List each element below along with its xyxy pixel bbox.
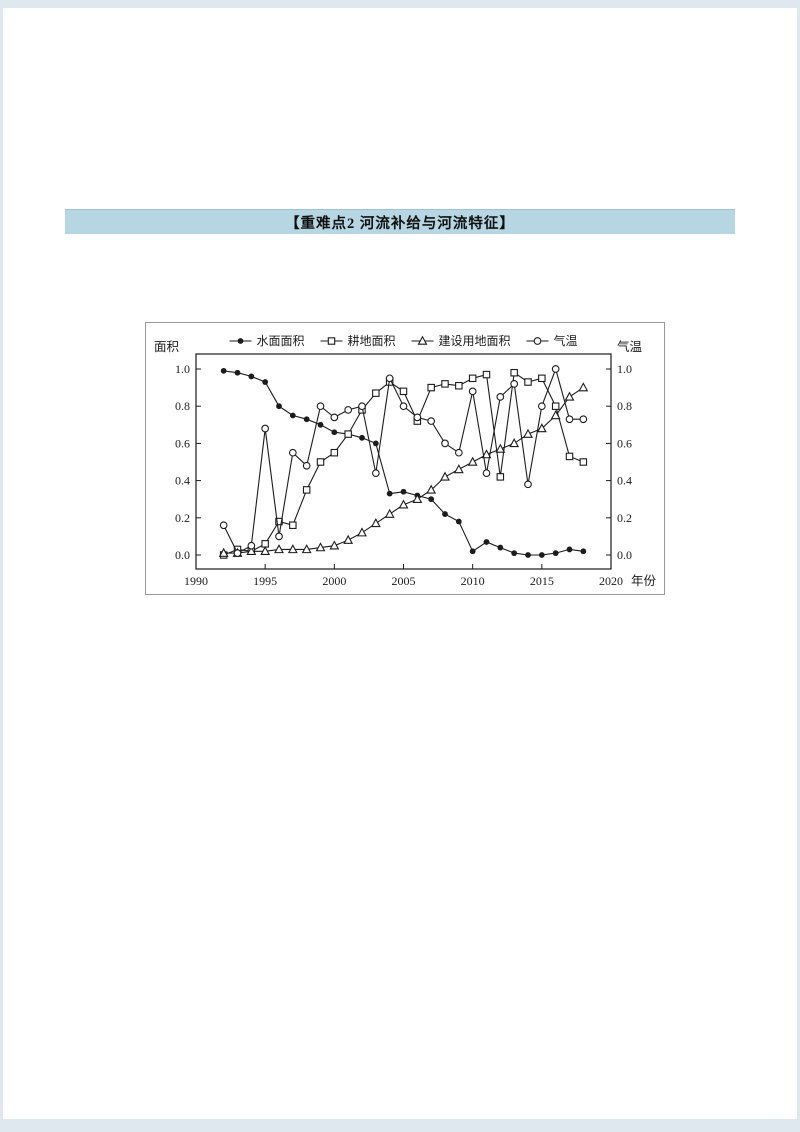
svg-text:0.6: 0.6 [175, 436, 190, 450]
svg-text:耕地面积: 耕地面积 [348, 333, 396, 348]
svg-text:0.6: 0.6 [617, 436, 632, 450]
svg-text:0.8: 0.8 [617, 399, 632, 413]
chart-legend: 水面面积 耕地面积 建设用地面积 气温 [229, 333, 578, 348]
svg-text:2005: 2005 [392, 574, 416, 588]
svg-text:面积: 面积 [154, 340, 179, 354]
svg-text:2000: 2000 [322, 574, 346, 588]
legend-item-temperature: 气温 [526, 333, 578, 348]
series-temperature [219, 365, 588, 557]
legend-item-farmland-area: 耕地面积 [320, 333, 396, 348]
svg-text:气温: 气温 [617, 339, 643, 354]
section-header: 【重难点2 河流补给与河流特征】 [65, 209, 735, 234]
svg-text:2015: 2015 [530, 574, 554, 588]
svg-text:1.0: 1.0 [175, 362, 190, 376]
svg-text:建设用地面积: 建设用地面积 [439, 334, 511, 348]
svg-text:0.4: 0.4 [175, 474, 190, 488]
svg-text:0.2: 0.2 [617, 511, 632, 525]
legend-item-water-area: 水面面积 [229, 334, 305, 348]
svg-text:2020: 2020 [599, 574, 623, 588]
svg-text:0.0: 0.0 [175, 548, 190, 562]
svg-text:0.2: 0.2 [175, 511, 190, 525]
svg-text:1990: 1990 [184, 574, 208, 588]
legend-item-construction-area: 建设用地面积 [411, 334, 511, 348]
y-axis-ticks: 0.0 0.0 0.2 0.2 0.4 0.4 0.6 0.6 0.8 0.8 1.0 1.0 [175, 362, 632, 562]
series-farmland-area [219, 368, 588, 559]
svg-text:年份: 年份 [631, 574, 657, 588]
svg-text:0.0: 0.0 [617, 548, 632, 562]
chart-figure: 0.0 0.0 0.2 0.2 0.4 0.4 0.6 0.6 0.8 0.8 1.0 1.0 1990… [145, 322, 665, 595]
svg-text:0.8: 0.8 [175, 399, 190, 413]
x-axis-ticks: 1990 1995 2000 2005 2010 2015 2020 [184, 564, 623, 588]
series-water-area [220, 367, 587, 558]
land-use-temperature-chart: 0.0 0.0 0.2 0.2 0.4 0.4 0.6 0.6 0.8 0.8 1.0 1.0 1990… [154, 333, 657, 588]
svg-text:0.4: 0.4 [617, 474, 632, 488]
section-title: 【重难点2 河流补给与河流特征】 [285, 215, 515, 232]
svg-text:2010: 2010 [461, 574, 485, 588]
svg-text:1995: 1995 [253, 574, 277, 588]
svg-text:水面面积: 水面面积 [257, 334, 305, 348]
svg-text:1.0: 1.0 [617, 362, 632, 376]
svg-text:气温: 气温 [554, 333, 578, 348]
